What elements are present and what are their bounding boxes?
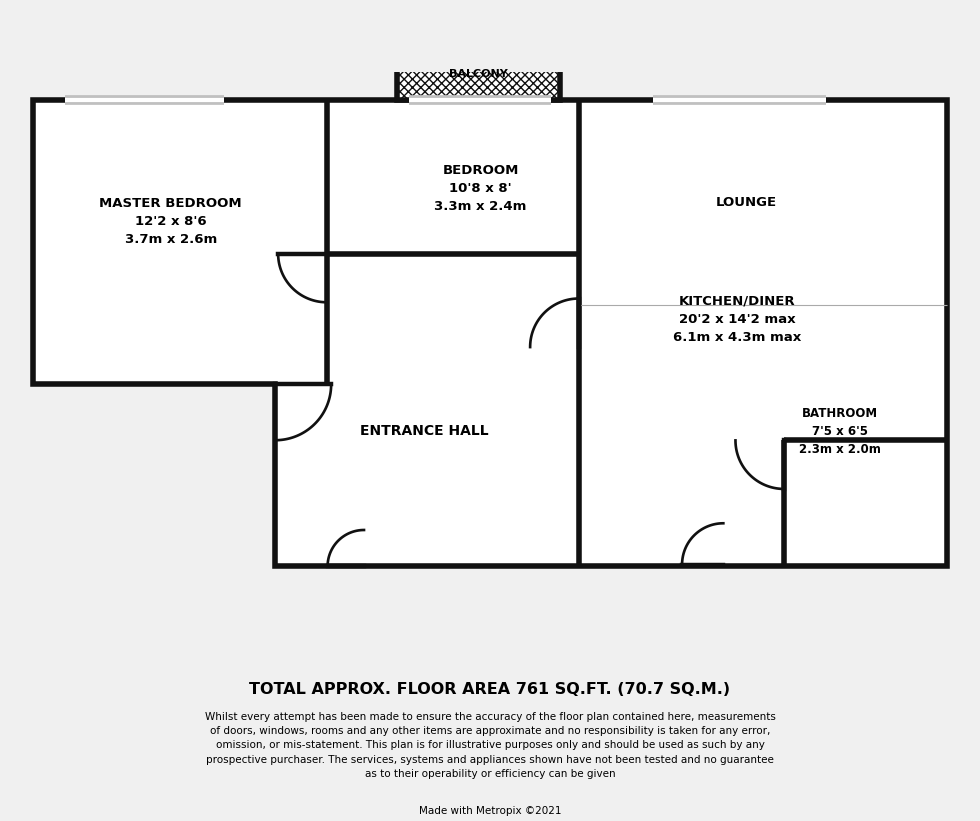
Polygon shape xyxy=(32,99,948,566)
Text: Whilst every attempt has been made to ensure the accuracy of the floor plan cont: Whilst every attempt has been made to en… xyxy=(205,712,775,779)
Text: BEDROOM
10'8 x 8'
3.3m x 2.4m: BEDROOM 10'8 x 8' 3.3m x 2.4m xyxy=(434,164,527,213)
Text: KITCHEN/DINER
20'2 x 14'2 max
6.1m x 4.3m max: KITCHEN/DINER 20'2 x 14'2 max 6.1m x 4.3… xyxy=(673,295,802,343)
Text: ENTRANCE HALL: ENTRANCE HALL xyxy=(361,424,489,438)
Text: MASTER BEDROOM
12'2 x 8'6
3.7m x 2.6m: MASTER BEDROOM 12'2 x 8'6 3.7m x 2.6m xyxy=(100,196,242,245)
Text: Made with Metropix ©2021: Made with Metropix ©2021 xyxy=(418,806,562,816)
Text: TOTAL APPROX. FLOOR AREA 761 SQ.FT. (70.7 SQ.M.): TOTAL APPROX. FLOOR AREA 761 SQ.FT. (70.… xyxy=(250,682,730,697)
Text: LOUNGE: LOUNGE xyxy=(716,196,777,209)
Text: BALCONY: BALCONY xyxy=(449,69,508,79)
Bar xyxy=(397,48,560,99)
Text: BATHROOM
7'5 x 6'5
2.3m x 2.0m: BATHROOM 7'5 x 6'5 2.3m x 2.0m xyxy=(799,406,881,456)
